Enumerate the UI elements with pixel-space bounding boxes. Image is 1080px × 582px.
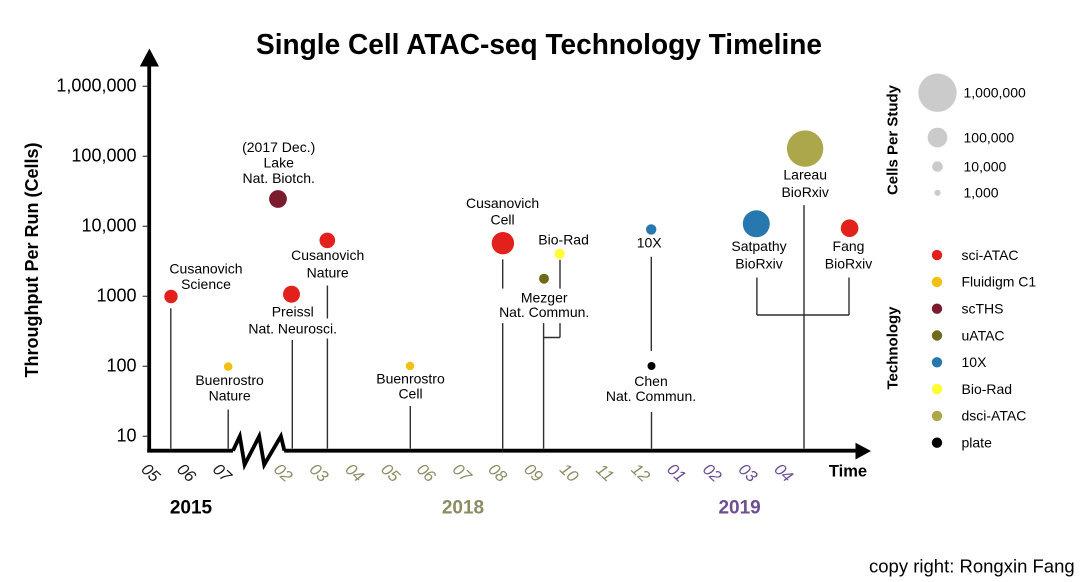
svg-text:Fang: Fang — [833, 238, 865, 254]
svg-text:scTHS: scTHS — [962, 301, 1004, 317]
svg-text:1,000: 1,000 — [964, 185, 999, 201]
svg-text:Mezger: Mezger — [521, 290, 568, 306]
svg-text:Bio-Rad: Bio-Rad — [962, 381, 1013, 397]
svg-text:Single Cell ATAC-seq Technolog: Single Cell ATAC-seq Technology Timeline — [256, 29, 822, 61]
svg-text:100: 100 — [106, 355, 136, 375]
svg-text:Technology: Technology — [885, 306, 902, 390]
svg-text:dsci-ATAC: dsci-ATAC — [962, 408, 1027, 424]
svg-text:Science: Science — [181, 276, 231, 292]
svg-text:sci-ATAC: sci-ATAC — [962, 247, 1019, 263]
svg-text:Lareau: Lareau — [783, 167, 827, 183]
svg-text:Cell: Cell — [398, 386, 422, 402]
svg-text:Lake: Lake — [264, 154, 295, 170]
svg-text:10: 10 — [116, 425, 136, 445]
svg-text:Cell: Cell — [491, 211, 515, 227]
svg-text:Buenrostro: Buenrostro — [376, 370, 445, 386]
svg-text:Nat. Commun.: Nat. Commun. — [499, 304, 589, 320]
svg-text:plate: plate — [962, 435, 993, 451]
svg-text:2018: 2018 — [442, 498, 484, 519]
svg-text:Nat. Biotch.: Nat. Biotch. — [243, 170, 315, 186]
svg-text:Nat. Neurosci.: Nat. Neurosci. — [248, 321, 337, 337]
svg-text:Nat. Commun.: Nat. Commun. — [606, 388, 696, 404]
svg-text:copy right: Rongxin Fang: copy right: Rongxin Fang — [869, 556, 1075, 577]
svg-text:1,000,000: 1,000,000 — [964, 85, 1026, 101]
svg-text:10X: 10X — [962, 354, 988, 370]
svg-text:Cells Per Study: Cells Per Study — [885, 84, 902, 195]
svg-text:100,000: 100,000 — [964, 129, 1015, 145]
svg-text:10X: 10X — [637, 235, 663, 251]
svg-text:Cusanovich: Cusanovich — [291, 247, 364, 263]
svg-text:(2017 Dec.): (2017 Dec.) — [242, 139, 315, 155]
svg-text:Bio-Rad: Bio-Rad — [538, 231, 589, 247]
svg-text:uATAC: uATAC — [962, 327, 1005, 343]
svg-text:Cusanovich: Cusanovich — [169, 261, 242, 277]
svg-text:100,000: 100,000 — [71, 145, 136, 165]
svg-text:Time: Time — [829, 463, 867, 481]
svg-text:Chen: Chen — [634, 373, 667, 389]
svg-text:Nature: Nature — [307, 265, 349, 281]
svg-text:2015: 2015 — [170, 498, 213, 519]
svg-text:Fluidigm C1: Fluidigm C1 — [962, 274, 1037, 290]
svg-text:2019: 2019 — [718, 498, 760, 519]
svg-text:Satpathy: Satpathy — [731, 238, 786, 254]
svg-text:Preissl: Preissl — [272, 304, 314, 320]
svg-text:1,000,000: 1,000,000 — [56, 75, 136, 95]
svg-text:BioRxiv: BioRxiv — [735, 256, 782, 272]
svg-text:10,000: 10,000 — [964, 159, 1007, 175]
svg-text:Throughput Per Run (Cells): Throughput Per Run (Cells) — [22, 143, 42, 378]
svg-text:BioRxiv: BioRxiv — [825, 256, 872, 272]
svg-text:Buenrostro: Buenrostro — [195, 372, 264, 388]
svg-text:BioRxiv: BioRxiv — [781, 184, 828, 200]
svg-text:10,000: 10,000 — [81, 215, 136, 235]
svg-text:Cusanovich: Cusanovich — [466, 195, 539, 211]
svg-text:1000: 1000 — [96, 285, 136, 305]
svg-text:Nature: Nature — [209, 388, 251, 404]
